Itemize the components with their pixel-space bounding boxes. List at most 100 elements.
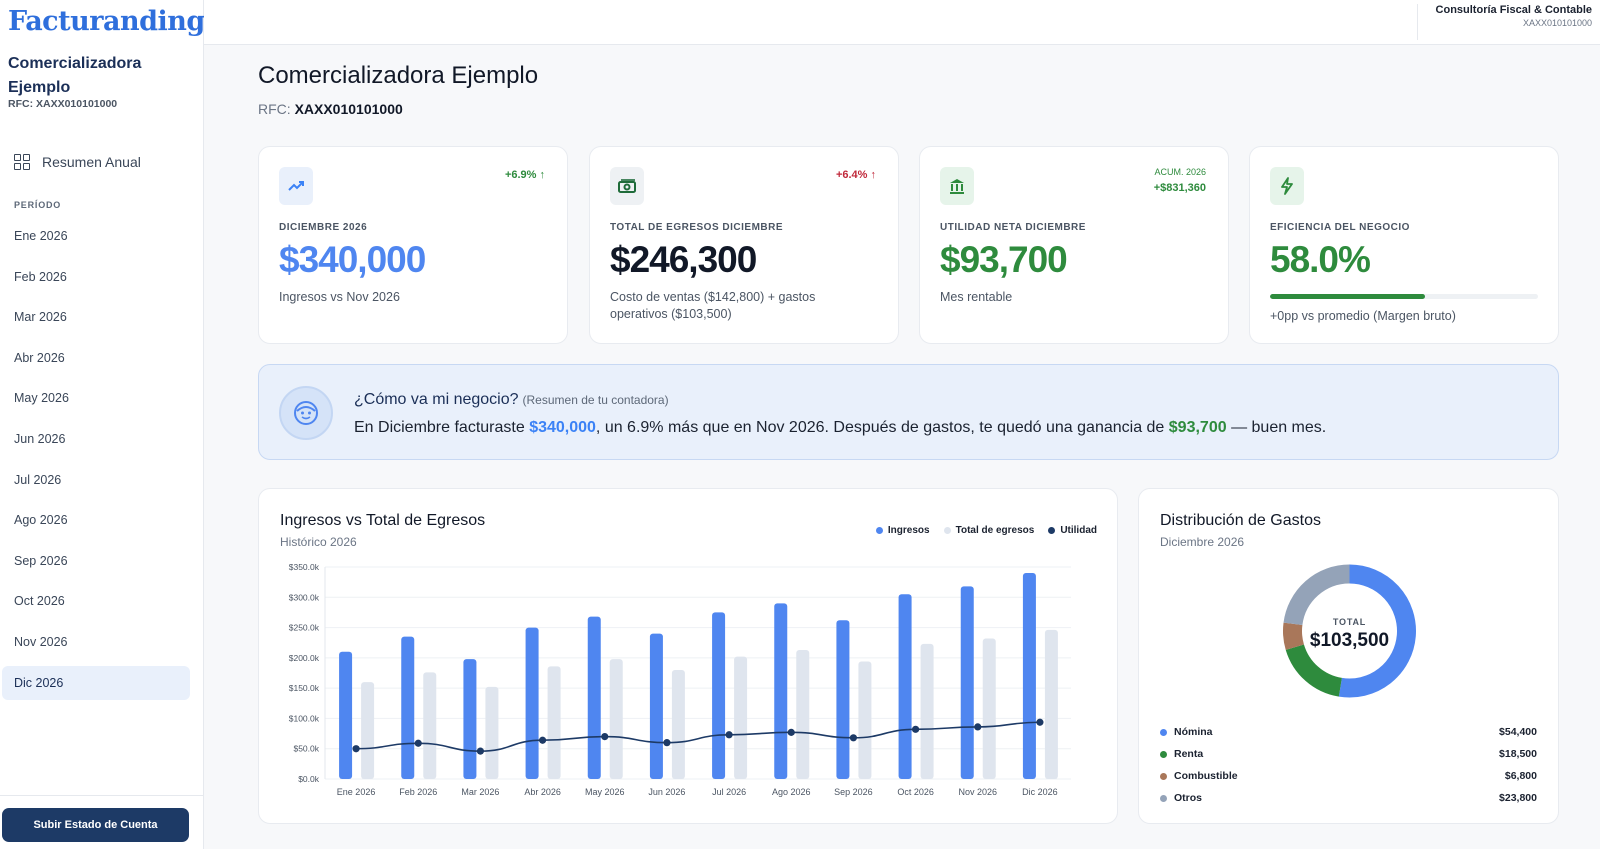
bar-income[interactable]	[774, 603, 788, 779]
legend-item[interactable]: Total de egresos	[943, 525, 1035, 536]
donut-legend-value: $6,800	[1504, 770, 1537, 782]
kpi-card-expenses: +6.4% ↑ TOTAL DE EGRESOS DICIEMBRE $246,…	[589, 146, 899, 344]
period-item[interactable]: Ene 2026	[14, 229, 68, 243]
donut-slice[interactable]	[1283, 622, 1305, 650]
legend-item[interactable]: Utilidad	[1048, 525, 1097, 536]
donut-total-label: TOTAL	[1332, 617, 1367, 627]
profit-point[interactable]	[725, 731, 733, 739]
x-tick-label: Mar 2026	[461, 787, 499, 797]
company-rfc: RFC: XAXX010101000	[8, 98, 118, 110]
kpi-profit-value: $93,700	[940, 239, 1068, 280]
bar-income[interactable]	[712, 612, 726, 779]
legend-label: Total de egresos	[955, 525, 1035, 536]
bar-income[interactable]	[649, 633, 663, 779]
donut-subtitle: Diciembre 2026	[1160, 535, 1245, 549]
donut-slice[interactable]	[1285, 644, 1343, 697]
bar-expenses[interactable]	[671, 669, 685, 779]
y-tick-label: $200.0k	[289, 653, 320, 663]
insight-text-part-2: , un 6.9% más que en Nov 2026. Después d…	[595, 419, 1169, 436]
profit-point[interactable]	[476, 747, 485, 755]
bar-expenses[interactable]	[734, 656, 748, 779]
bar-expenses[interactable]	[423, 672, 437, 779]
profit-point[interactable]	[911, 725, 920, 733]
donut-legend-label: Nómina	[1174, 726, 1213, 738]
period-item[interactable]: Abr 2026	[14, 350, 65, 365]
bar-expenses[interactable]	[796, 649, 810, 779]
bar-expenses[interactable]	[1044, 629, 1058, 779]
bar-expenses[interactable]	[982, 638, 996, 779]
profit-point[interactable]	[849, 734, 858, 742]
y-tick-label: $0.0k	[298, 774, 320, 784]
profit-point[interactable]	[1036, 718, 1044, 726]
legend-dot-icon	[875, 527, 883, 534]
profit-point[interactable]	[601, 733, 609, 741]
account-switcher[interactable]: Consultoría Fiscal & Contable XAXX010101…	[1416, 4, 1592, 40]
legend-label: Utilidad	[1060, 525, 1097, 536]
y-tick-label: $350.0k	[289, 562, 320, 572]
nav-annual-summary[interactable]: Resumen Anual	[14, 154, 141, 170]
period-item[interactable]: Mar 2026	[14, 310, 67, 325]
bar-income[interactable]	[898, 594, 912, 779]
kpi-expenses-value: $246,300	[610, 239, 757, 280]
company-name: Comercializadora Ejemplo	[8, 55, 142, 96]
page-rfc-label: RFC:	[258, 101, 291, 117]
donut-slice[interactable]	[1283, 564, 1350, 626]
period-item[interactable]: Nov 2026	[14, 634, 68, 649]
bar-expenses[interactable]	[858, 661, 872, 779]
profit-point[interactable]	[787, 728, 795, 736]
profit-point[interactable]	[974, 723, 982, 731]
x-tick-label: Sep 2026	[834, 787, 873, 797]
donut-legend-key: Combustible	[1160, 770, 1238, 782]
bar-income[interactable]	[463, 659, 477, 779]
x-tick-label: Abr 2026	[524, 787, 561, 797]
brand-logo[interactable]: Facturanding	[8, 6, 205, 37]
x-tick-label: Jul 2026	[712, 787, 746, 797]
donut-legend-label: Combustible	[1174, 770, 1238, 782]
period-item[interactable]: Dic 2026	[2, 665, 190, 700]
insight-title-text: ¿Cómo va mi negocio?	[354, 391, 519, 408]
legend-item[interactable]: Ingresos	[875, 525, 930, 536]
period-item[interactable]: Ago 2026	[14, 513, 68, 528]
bar-expenses[interactable]	[361, 682, 375, 779]
income-vs-expenses-chart-card: Ingresos vs Total de Egresos Histórico 2…	[258, 488, 1118, 824]
bar-income[interactable]	[525, 627, 539, 779]
profit-point[interactable]	[663, 739, 671, 747]
bolt-icon	[1270, 167, 1304, 205]
profit-point[interactable]	[414, 739, 422, 747]
bar-income[interactable]	[960, 586, 974, 779]
bar-expenses[interactable]	[485, 686, 499, 779]
profit-point[interactable]	[352, 745, 360, 753]
period-item[interactable]: Oct 2026	[14, 594, 65, 609]
insight-text-part-3: — buen mes.	[1226, 419, 1327, 436]
bar-expenses[interactable]	[547, 666, 561, 779]
kpi-income-value: $340,000	[279, 239, 426, 280]
kpi-expenses-sub: Costo de ventas ($142,800) + gastos oper…	[610, 290, 816, 321]
efficiency-progress-fill	[1270, 294, 1426, 299]
period-item[interactable]: May 2026	[14, 391, 69, 406]
kpi-profit-accumulated-label: ACUM. 2026	[1154, 167, 1206, 177]
donut-legend-value: $54,400	[1499, 726, 1537, 738]
period-item[interactable]: Jun 2026	[14, 431, 66, 446]
chart-subtitle: Histórico 2026	[280, 535, 357, 549]
chart-legend: Ingresos Total de egresos Utilidad	[875, 525, 1097, 536]
x-tick-label: Nov 2026	[958, 787, 997, 797]
upload-statement-button[interactable]: Subir Estado de Cuenta	[2, 808, 189, 842]
period-item[interactable]: Feb 2026	[14, 269, 67, 284]
bar-expenses[interactable]	[920, 643, 934, 779]
donut-legend-key: Nómina	[1160, 726, 1213, 738]
bar-income[interactable]	[339, 651, 353, 779]
period-item[interactable]: Jul 2026	[14, 472, 62, 487]
donut-legend-value: $18,500	[1499, 748, 1537, 760]
topbar: Consultoría Fiscal & Contable XAXX010101…	[204, 0, 1600, 45]
legend-dot-icon	[943, 527, 951, 534]
bar-income[interactable]	[587, 616, 601, 779]
bar-income[interactable]	[401, 636, 415, 779]
bar-income[interactable]	[1022, 573, 1036, 779]
donut-slice[interactable]	[1338, 564, 1416, 698]
period-item[interactable]: Sep 2026	[14, 553, 68, 568]
bar-expenses[interactable]	[609, 659, 623, 779]
profit-point[interactable]	[538, 736, 547, 744]
bar-income[interactable]	[836, 620, 850, 779]
legend-dot-icon	[1048, 527, 1056, 534]
